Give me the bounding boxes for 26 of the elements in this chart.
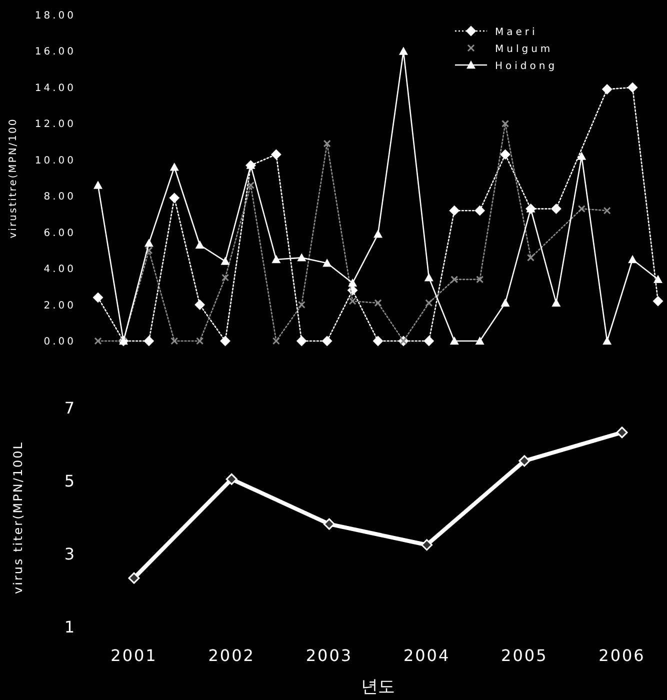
x-tick-label: 2005	[501, 646, 548, 665]
y-tick-label: 10.00	[34, 155, 76, 166]
legend-label: Mulgum	[495, 44, 554, 55]
y-tick-label: 4.00	[44, 264, 76, 276]
x-tick-label: 2003	[306, 646, 353, 665]
y-tick-label: 6.00	[44, 228, 76, 239]
y-tick-label: 0.00	[44, 336, 76, 348]
x-axis-title: 년도	[361, 677, 395, 697]
y-tick-label: 8.00	[44, 192, 76, 203]
y-tick-label: 2.00	[44, 300, 76, 312]
y-tick-label: 3	[64, 544, 76, 564]
y-tick-label: 18.00	[34, 10, 76, 22]
legend-label: Hoidong	[495, 61, 558, 72]
x-tick-label: 2004	[403, 646, 450, 665]
x-tick-label: 2006	[598, 646, 646, 665]
y-tick-label: 12.00	[34, 119, 76, 130]
y-tick-label: 14.00	[34, 82, 76, 94]
y-axis-title: virus titer(MPN/100L	[11, 441, 25, 594]
y-tick-label: 7	[64, 398, 76, 418]
x-tick-label: 2001	[110, 646, 158, 665]
y-axis-title: virustitre(MPN/100	[8, 118, 19, 238]
x-tick-label: 2002	[208, 646, 255, 665]
y-tick-label: 1	[64, 618, 76, 637]
legend-label: Maeri	[495, 27, 538, 38]
y-tick-label: 5	[64, 472, 76, 491]
y-tick-label: 16.00	[34, 46, 76, 58]
